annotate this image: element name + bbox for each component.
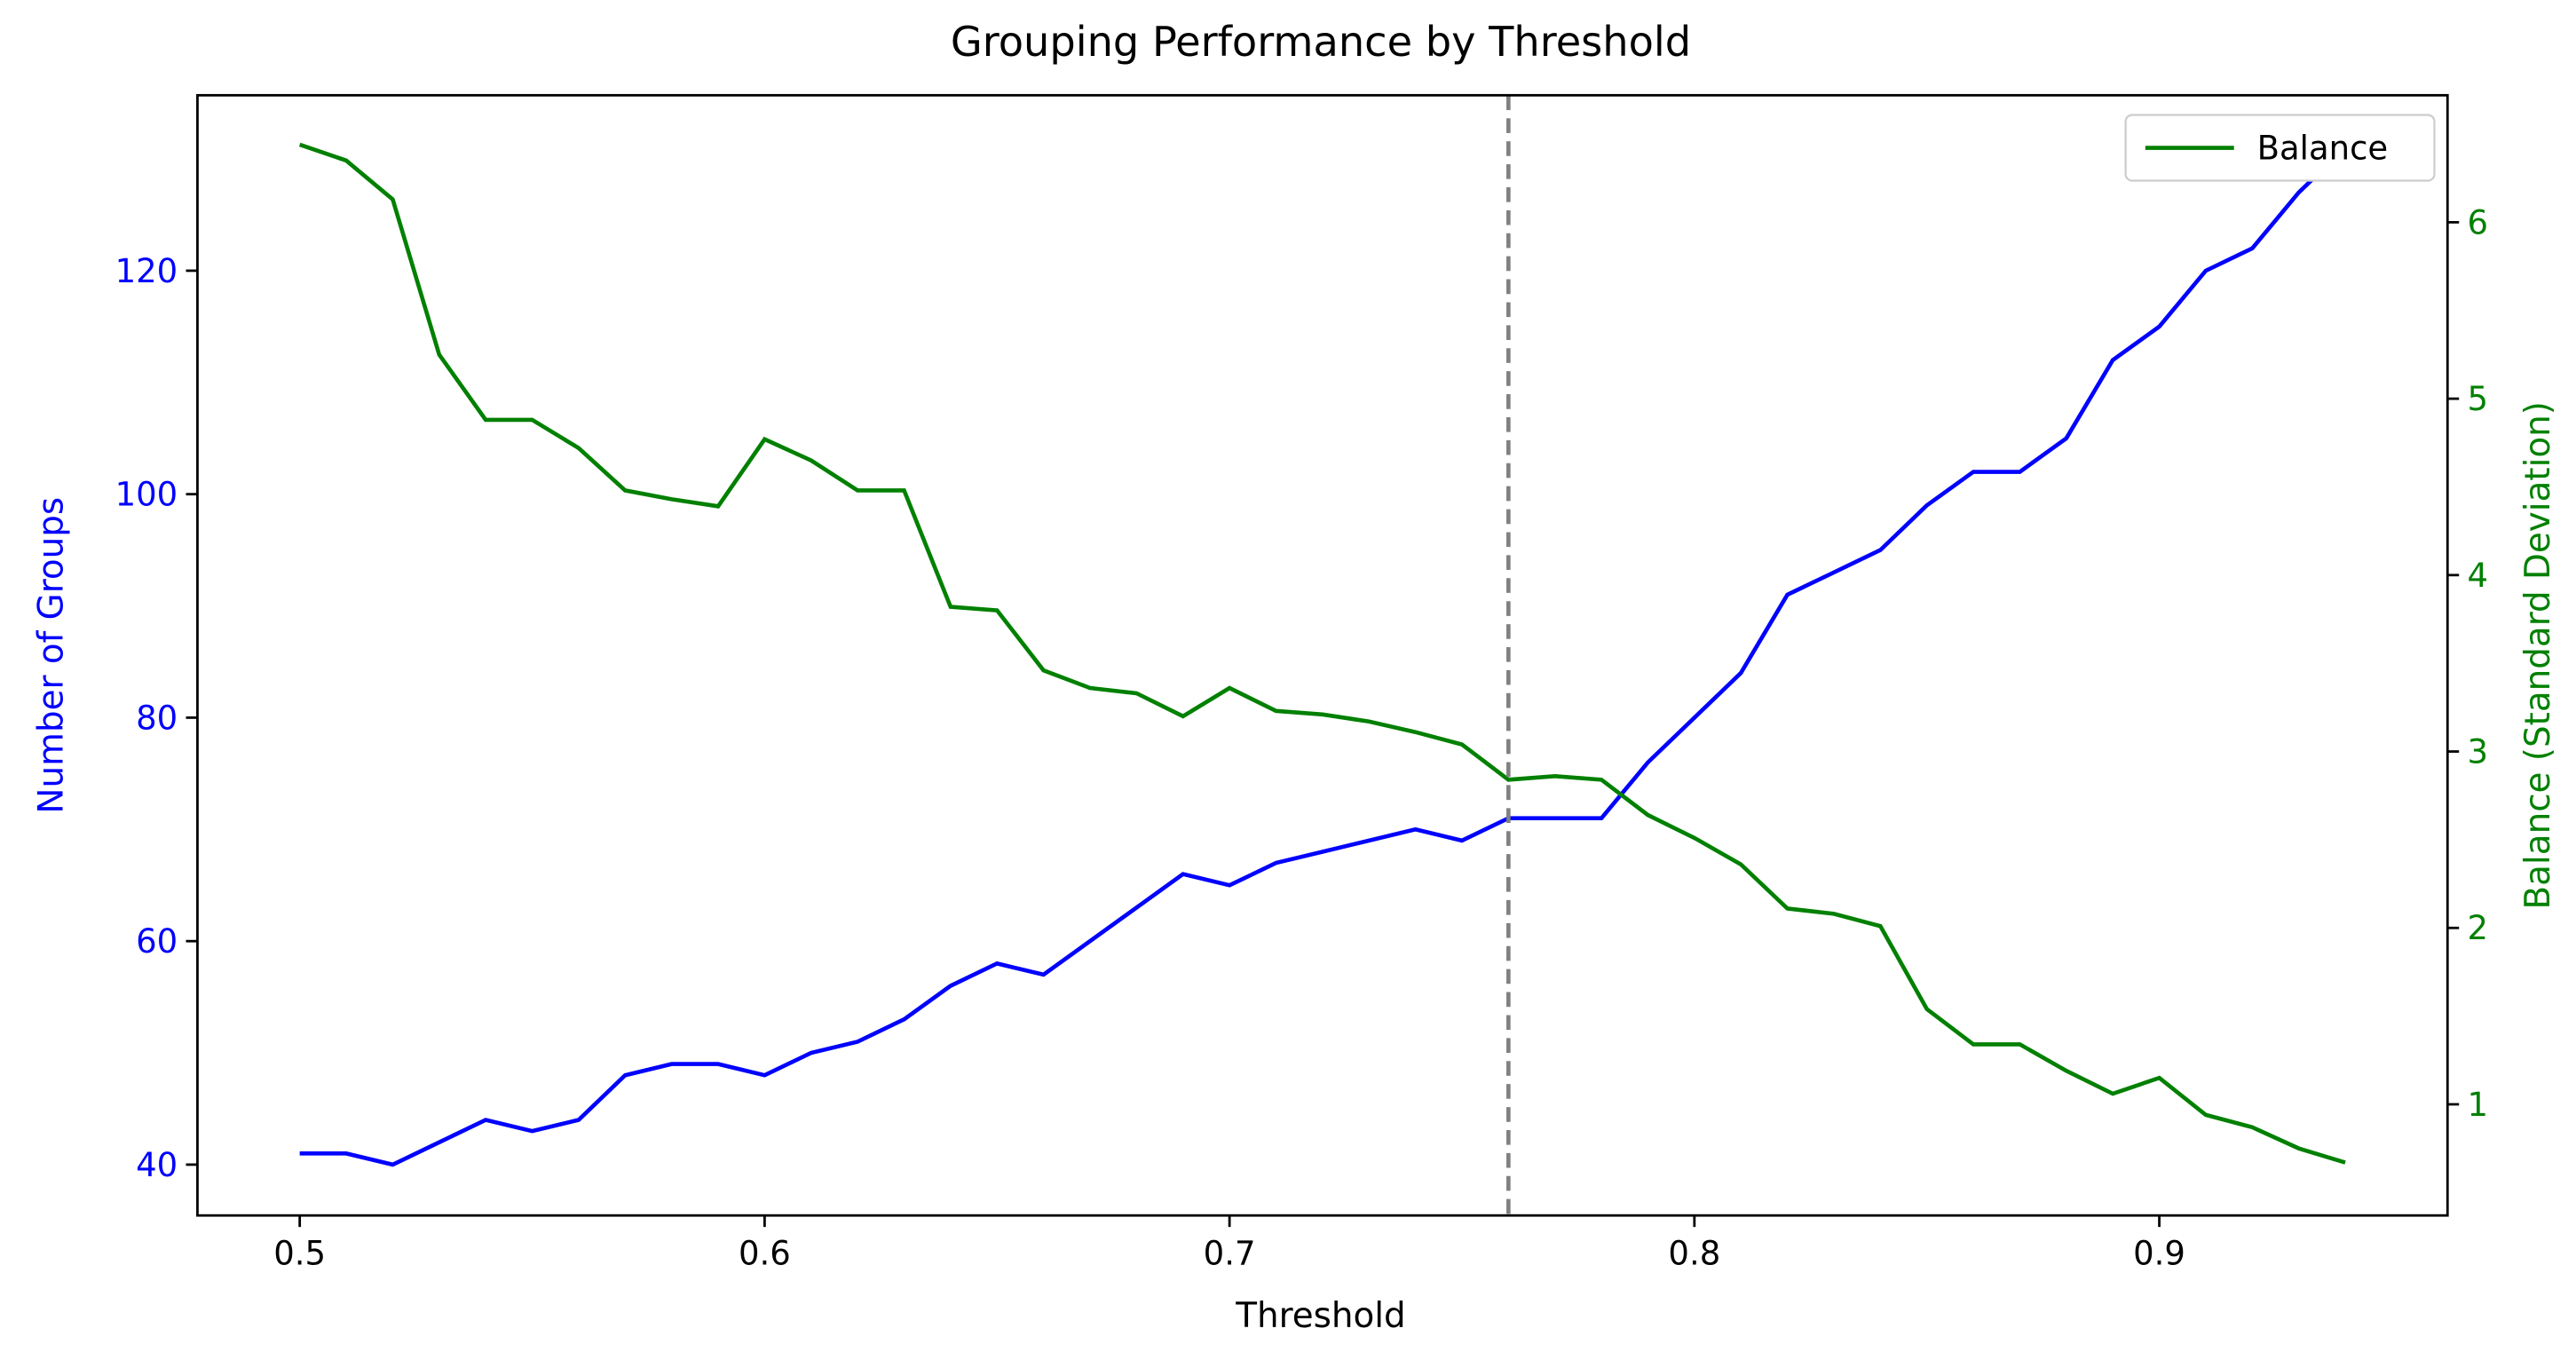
y-tick-label: 60 — [136, 922, 178, 961]
x-tick-label: 0.9 — [2133, 1235, 2185, 1273]
plot-frame — [196, 93, 2449, 1217]
y2-axis-label: Balance (Standard Deviation) — [2518, 401, 2558, 909]
data-line — [298, 142, 2346, 1165]
x-tick-label: 0.5 — [273, 1235, 326, 1273]
y2-tick-label: 1 — [2467, 1086, 2488, 1124]
legend-label: Balance — [2257, 129, 2389, 167]
y2-tick-label: 3 — [2467, 732, 2488, 771]
y2-tick-label: 6 — [2467, 203, 2488, 241]
y-tick-label: 120 — [115, 252, 178, 290]
legend-box — [2124, 114, 2436, 182]
x-tick-label: 0.8 — [1668, 1235, 1720, 1273]
data-line — [299, 146, 2347, 1167]
x-axis-label: Threshold — [1235, 1296, 1405, 1336]
x-tick-label: 0.7 — [1204, 1235, 1256, 1273]
y-tick-label: 100 — [115, 476, 178, 514]
y-tick-label: 40 — [136, 1146, 178, 1184]
y2-tick-label: 4 — [2467, 557, 2488, 595]
chart-title: Grouping Performance by Threshold — [951, 18, 1691, 66]
y-tick-label: 80 — [136, 699, 178, 737]
y2-tick-label: 5 — [2467, 380, 2488, 418]
y2-tick-label: 2 — [2467, 909, 2488, 947]
x-tick-label: 0.6 — [739, 1235, 791, 1273]
y-axis-label: Number of Groups — [32, 497, 72, 814]
